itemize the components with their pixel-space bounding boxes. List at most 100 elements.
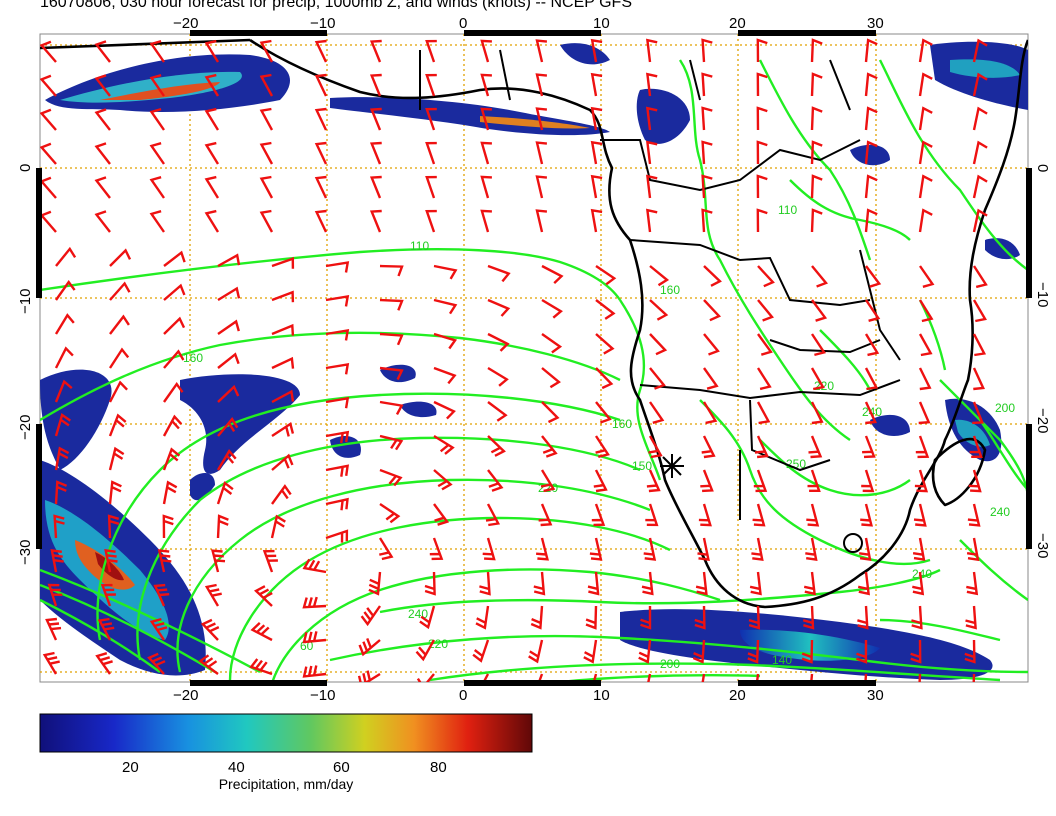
wind-barb <box>918 174 933 199</box>
wind-barb <box>54 379 73 403</box>
lon-tick-label: 0 <box>459 15 467 32</box>
wind-barb <box>972 72 988 97</box>
wind-barb <box>649 299 669 321</box>
wind-barb <box>541 435 558 458</box>
wind-barb <box>472 639 490 663</box>
wind-barb <box>480 175 492 199</box>
wind-barb <box>972 673 976 682</box>
wind-barb <box>919 265 935 288</box>
wind-barb <box>646 72 658 97</box>
wind-barb <box>425 107 437 131</box>
wind-barb <box>475 605 490 630</box>
wind-barb <box>648 435 663 459</box>
lon-tick-label: −10 <box>310 687 335 704</box>
wind-barb <box>482 537 496 561</box>
contour-label: 160 <box>183 351 203 365</box>
wind-barb <box>538 503 553 527</box>
wind-barb <box>703 265 722 287</box>
wind-barb <box>314 209 328 233</box>
wind-barb <box>864 38 878 63</box>
wind-barb <box>425 141 437 165</box>
wind-barb <box>94 40 111 63</box>
contour-label: 240 <box>990 505 1010 519</box>
wind-barb <box>325 362 350 375</box>
wind-barb <box>857 605 869 630</box>
wind-barb <box>487 298 511 317</box>
wind-barb <box>259 73 274 97</box>
wind-barb <box>757 299 774 322</box>
wind-barb <box>649 367 666 390</box>
wind-barb <box>915 435 930 459</box>
wind-barb <box>480 107 492 131</box>
wind-barb <box>369 73 382 97</box>
wind-barb <box>217 417 239 437</box>
wind-barb <box>94 210 111 233</box>
wind-barb <box>810 72 823 97</box>
wind-barb <box>918 38 933 63</box>
wind-barb <box>811 299 828 322</box>
wind-barb <box>94 108 111 131</box>
wind-barb <box>703 299 722 322</box>
wind-barb <box>259 209 274 233</box>
wind-barb <box>325 497 349 511</box>
wind-barb <box>533 571 546 596</box>
wind-barb <box>802 605 815 630</box>
wind-barb <box>149 617 168 641</box>
wind-barb <box>211 549 226 573</box>
wind-barb <box>487 264 511 283</box>
wind-barb <box>433 400 456 420</box>
wind-barb <box>379 264 404 277</box>
wind-barb <box>967 503 981 527</box>
wind-barb <box>865 265 882 288</box>
wind-barb <box>217 352 240 369</box>
wind-barb <box>595 401 612 424</box>
wind-barb <box>108 380 128 403</box>
wind-barb <box>583 639 598 664</box>
wind-barb <box>104 548 118 573</box>
wind-barb <box>646 106 658 131</box>
lat-tick-label: 0 <box>1034 164 1051 172</box>
wind-barb <box>964 639 976 664</box>
wind-barb <box>756 140 768 165</box>
wind-barb <box>756 208 768 233</box>
wind-barb <box>54 480 68 505</box>
wind-barb <box>108 347 130 369</box>
wind-barb <box>424 571 436 596</box>
wind-barb <box>647 673 652 682</box>
wind-barb <box>595 367 614 390</box>
wind-barb <box>810 208 823 233</box>
wind-barb <box>163 316 186 335</box>
wind-barb <box>757 265 775 288</box>
wind-barb <box>756 367 772 391</box>
wind-barb <box>918 140 933 165</box>
wind-barb <box>593 469 608 493</box>
wind-barb <box>54 346 74 369</box>
wind-barb <box>325 329 350 341</box>
contour-label: 160 <box>660 283 680 297</box>
wind-barb <box>433 264 458 280</box>
wind-barb <box>271 421 295 438</box>
wind-barb <box>810 367 825 391</box>
wind-barb <box>100 583 116 607</box>
wind-barb <box>911 605 923 630</box>
wind-barb <box>972 174 988 199</box>
wind-barb <box>95 652 113 675</box>
wind-barb <box>591 503 606 527</box>
wind-barb <box>94 74 111 97</box>
wind-barb <box>646 208 658 233</box>
lat-tick-label: −10 <box>1034 282 1051 307</box>
wind-barb <box>697 537 710 562</box>
contour-label: 220 <box>814 379 834 393</box>
wind-barb <box>487 469 504 492</box>
contour-label: 160 <box>612 417 632 431</box>
wind-barb <box>861 469 875 493</box>
wind-barb <box>972 401 984 425</box>
wind-barb <box>325 464 350 477</box>
wind-barb <box>701 208 713 233</box>
wind-barb <box>415 673 435 682</box>
lat-tick-label: −30 <box>17 540 34 565</box>
wind-barb <box>918 299 934 323</box>
wind-barb <box>314 39 328 63</box>
wind-barb <box>302 631 327 644</box>
